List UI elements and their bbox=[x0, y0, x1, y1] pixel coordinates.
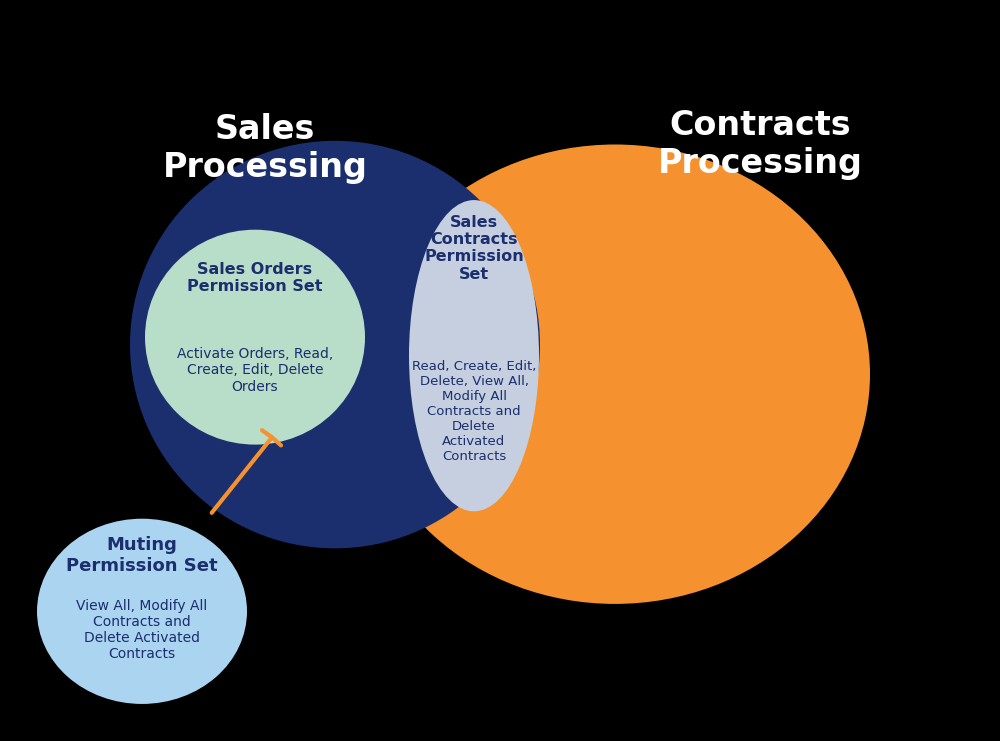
Text: Sales Orders
Permission Set: Sales Orders Permission Set bbox=[187, 262, 323, 294]
Text: Read, Create, Edit,
Delete, View All,
Modify All
Contracts and
Delete
Activated
: Read, Create, Edit, Delete, View All, Mo… bbox=[412, 359, 536, 463]
Text: Sales
Contracts
Permission
Set: Sales Contracts Permission Set bbox=[424, 215, 524, 282]
Text: View All, Modify All
Contracts and
Delete Activated
Contracts: View All, Modify All Contracts and Delet… bbox=[76, 599, 208, 661]
Text: Muting
Permission Set: Muting Permission Set bbox=[66, 536, 218, 575]
Text: Activate Orders, Read,
Create, Edit, Delete
Orders: Activate Orders, Read, Create, Edit, Del… bbox=[177, 348, 333, 393]
Ellipse shape bbox=[145, 230, 365, 445]
Ellipse shape bbox=[360, 144, 870, 604]
Text: Contracts
Processing: Contracts Processing bbox=[658, 109, 862, 180]
Ellipse shape bbox=[37, 519, 247, 704]
Ellipse shape bbox=[409, 200, 539, 511]
Text: Sales
Processing: Sales Processing bbox=[163, 113, 367, 184]
Ellipse shape bbox=[130, 141, 540, 548]
